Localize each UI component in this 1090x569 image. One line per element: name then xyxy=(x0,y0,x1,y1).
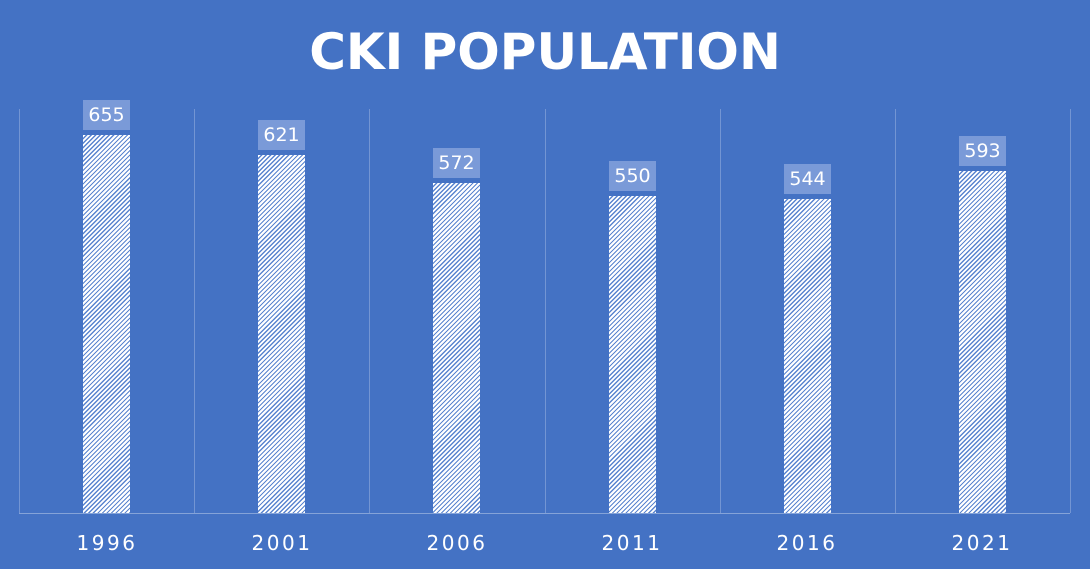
chart-title: CKI POPULATION xyxy=(309,23,781,81)
gridline xyxy=(194,109,195,513)
bar-2021 xyxy=(959,171,1006,513)
gridline xyxy=(720,109,721,513)
data-label: 655 xyxy=(83,100,130,130)
x-tick-label: 1996 xyxy=(76,531,138,555)
bar-2016 xyxy=(784,199,831,513)
data-label: 593 xyxy=(959,136,1006,166)
bar-2011 xyxy=(609,196,656,513)
bar-2001 xyxy=(258,155,305,513)
gridline xyxy=(895,109,896,513)
gridline xyxy=(545,109,546,513)
x-tick-label: 2016 xyxy=(776,531,838,555)
gridline xyxy=(19,109,20,513)
gridline xyxy=(1070,109,1071,513)
x-tick-label: 2021 xyxy=(951,531,1013,555)
plot-area: 655 621 572 550 544 593 xyxy=(19,100,1071,514)
x-axis-line xyxy=(19,513,1070,514)
data-label: 621 xyxy=(258,120,305,150)
data-label: 572 xyxy=(433,148,480,178)
data-label: 550 xyxy=(609,161,656,191)
gridline xyxy=(369,109,370,513)
bar-2006 xyxy=(433,183,480,513)
x-tick-label: 2006 xyxy=(426,531,488,555)
bar-1996 xyxy=(83,135,130,513)
x-tick-label: 2001 xyxy=(251,531,313,555)
data-label: 544 xyxy=(784,164,831,194)
x-tick-label: 2011 xyxy=(601,531,663,555)
